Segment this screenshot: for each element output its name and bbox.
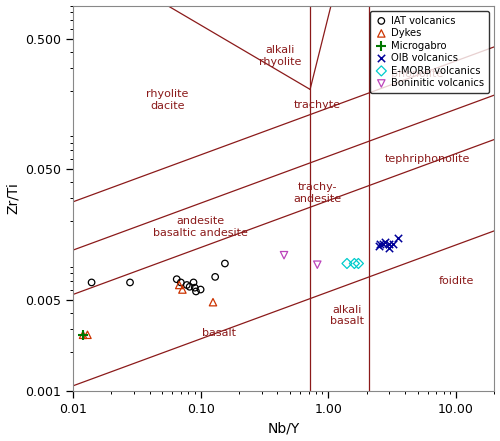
OIB volcanics (382, 238, 390, 245)
IAT volcanics (126, 279, 134, 286)
IAT volcanics (172, 276, 180, 283)
E-MORB volcanics (350, 260, 358, 267)
Dykes (178, 286, 186, 293)
IAT volcanics (88, 279, 96, 286)
OIB volcanics (385, 244, 393, 251)
OIB volcanics (376, 240, 384, 247)
Text: andesite
basaltic andesite: andesite basaltic andesite (153, 217, 248, 238)
IAT volcanics (183, 281, 191, 288)
OIB volcanics (380, 240, 388, 247)
Microgabro (79, 331, 87, 338)
IAT volcanics (190, 279, 198, 286)
Text: trachyte: trachyte (294, 100, 341, 110)
Text: trachy-
andesite: trachy- andesite (293, 182, 342, 204)
Text: alkali
rhyolite: alkali rhyolite (259, 45, 302, 67)
Text: basalt: basalt (202, 328, 236, 338)
Text: tephriphonolite: tephriphonolite (385, 154, 470, 164)
E-MORB volcanics (354, 260, 362, 267)
IAT volcanics (211, 273, 219, 280)
OIB volcanics (389, 240, 397, 247)
Text: alkali
basalt: alkali basalt (330, 305, 364, 326)
Dykes (175, 281, 183, 288)
IAT volcanics (192, 288, 200, 295)
Text: rhyolite
dacite: rhyolite dacite (146, 89, 188, 111)
X-axis label: Nb/Y: Nb/Y (268, 422, 300, 435)
Boninitic volcanics (280, 252, 288, 259)
Dykes (79, 331, 87, 338)
OIB volcanics (394, 234, 402, 241)
Dykes (84, 331, 92, 338)
Legend: IAT volcanics, Dykes, Microgabro, OIB volcanics, E-MORB volcanics, Boninitic vol: IAT volcanics, Dykes, Microgabro, OIB vo… (370, 11, 490, 93)
Text: phonolite: phonolite (392, 69, 444, 79)
OIB volcanics (385, 240, 393, 247)
Dykes (209, 299, 217, 306)
IAT volcanics (221, 260, 229, 267)
IAT volcanics (177, 279, 185, 286)
IAT volcanics (196, 286, 204, 293)
Y-axis label: Zr/Ti: Zr/Ti (6, 183, 20, 214)
OIB volcanics (375, 242, 383, 249)
Boninitic volcanics (314, 261, 322, 268)
IAT volcanics (186, 283, 194, 290)
IAT volcanics (191, 284, 199, 291)
E-MORB volcanics (343, 260, 351, 267)
Text: foidite: foidite (438, 276, 474, 286)
